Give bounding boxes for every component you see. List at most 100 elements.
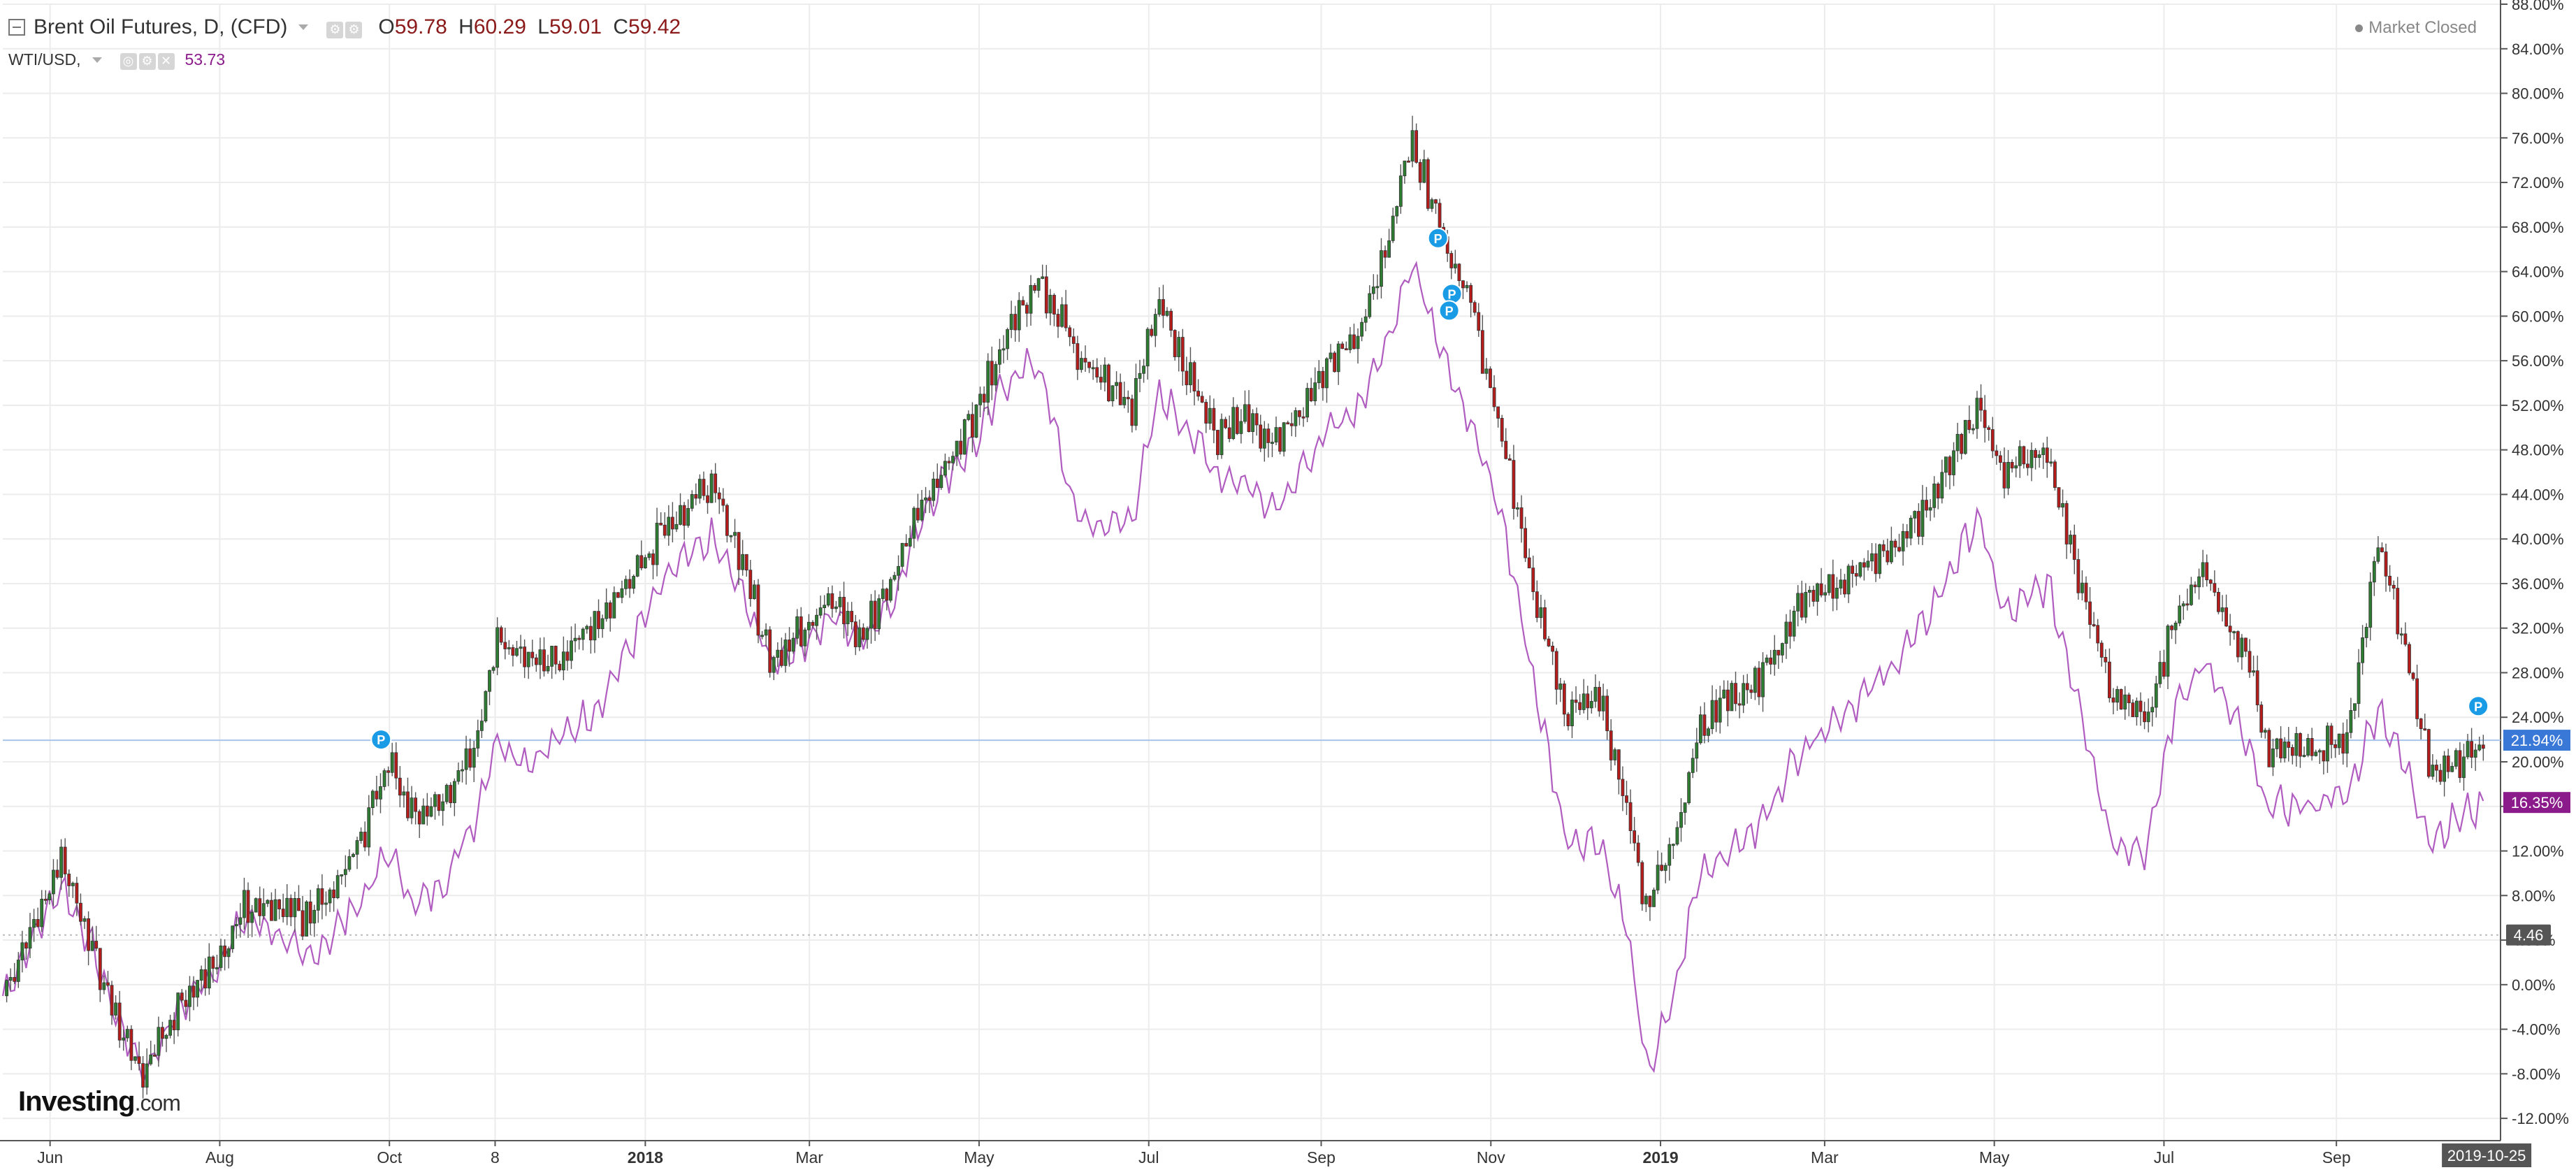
candle-body xyxy=(28,927,32,949)
candle-body xyxy=(659,523,663,526)
candle-body xyxy=(238,917,243,925)
candle-body xyxy=(1784,621,1788,644)
candle-body xyxy=(234,924,238,927)
candle-body xyxy=(1952,450,1955,475)
candle-body xyxy=(1157,299,1162,315)
candle-body xyxy=(1730,683,1734,712)
candle-body xyxy=(324,902,328,905)
candle-body xyxy=(1115,382,1118,387)
candle-body xyxy=(1321,370,1325,389)
candle-body xyxy=(2376,547,2380,562)
x-tick-label: Oct xyxy=(377,1148,402,1167)
candle-body xyxy=(1060,304,1064,327)
candle-body xyxy=(363,832,367,848)
candle-body xyxy=(982,393,986,403)
candle-body xyxy=(643,557,647,568)
candle-body xyxy=(1854,573,1858,577)
candle-body xyxy=(1800,593,1804,618)
candle-body xyxy=(2240,637,2244,658)
candle-body xyxy=(1551,645,1555,652)
candle-body xyxy=(2166,626,2170,677)
main-legend: Brent Oil Futures, D, (CFD) ⚙ ⚙ O59.78 H6… xyxy=(8,15,681,39)
candle-body xyxy=(570,640,573,661)
candle-body xyxy=(924,497,927,500)
market-status-text: Market Closed xyxy=(2368,18,2477,37)
candle-body xyxy=(542,649,546,672)
candle-body xyxy=(1200,396,1204,403)
last-value-label: 21.94% xyxy=(2511,732,2563,749)
candle-body xyxy=(461,769,464,772)
candle-body xyxy=(308,901,312,924)
candle-body xyxy=(2431,765,2435,777)
candle-body xyxy=(803,629,807,647)
candle-body xyxy=(1192,362,1196,391)
candle-body xyxy=(1301,416,1305,419)
collapse-icon[interactable] xyxy=(8,19,25,36)
candle-body xyxy=(850,611,854,623)
candle-body xyxy=(877,598,881,629)
candle-body xyxy=(2081,582,2084,593)
candle-body xyxy=(967,414,971,420)
candle-body xyxy=(1679,811,1683,828)
candle-body xyxy=(1539,607,1543,619)
candle-body xyxy=(293,897,297,918)
candle-body xyxy=(1570,700,1574,727)
candle-body xyxy=(2146,712,2150,723)
candle-body xyxy=(1461,280,1465,289)
candle-body xyxy=(1469,284,1473,303)
candle-body xyxy=(1013,314,1018,331)
candle-body xyxy=(1224,419,1227,428)
candle-body xyxy=(2108,661,2111,698)
candle-body xyxy=(188,985,191,1007)
candle-body xyxy=(1122,396,1127,405)
close-icon[interactable]: ✕ xyxy=(157,52,175,70)
candle-body xyxy=(826,593,830,606)
chevron-down-icon[interactable] xyxy=(92,57,102,63)
candle-body xyxy=(215,967,219,969)
candle-body xyxy=(865,628,869,640)
candle-body xyxy=(1995,450,1999,456)
candle-body xyxy=(1745,683,1749,691)
settings-icon[interactable]: ⚙ xyxy=(138,52,156,70)
candle-body xyxy=(2279,738,2282,758)
candle-body xyxy=(2259,705,2264,733)
candle-body xyxy=(1173,330,1177,357)
candle-body xyxy=(406,791,410,818)
last-value-box xyxy=(2503,792,2570,814)
candle-body xyxy=(172,1020,176,1030)
candle-body xyxy=(129,1029,133,1061)
candle-body xyxy=(682,505,686,526)
candle-body xyxy=(799,616,803,647)
candle-body xyxy=(834,606,838,609)
candle-body xyxy=(916,507,920,521)
candle-body xyxy=(1586,693,1590,709)
candle-body xyxy=(842,597,846,625)
y-tick-label: 84.00% xyxy=(2512,41,2564,58)
candle-body xyxy=(974,404,978,438)
candle-body xyxy=(1831,574,1835,599)
candle-body xyxy=(971,414,974,438)
candle-body xyxy=(1722,689,1726,699)
settings-icon[interactable]: ⚙ xyxy=(345,21,363,38)
candle-body xyxy=(266,900,270,904)
candle-body xyxy=(1126,396,1130,400)
settings-icon[interactable]: ⚙ xyxy=(326,21,344,38)
candle-body xyxy=(1375,286,1380,289)
hide-icon[interactable]: ◎ xyxy=(120,52,137,70)
candle-body xyxy=(1691,758,1695,773)
candle-body xyxy=(2014,465,2018,469)
candle-body xyxy=(75,883,79,904)
chevron-down-icon[interactable] xyxy=(298,24,309,30)
candle-body xyxy=(1025,305,1029,314)
candle-body xyxy=(55,869,59,878)
candle-body xyxy=(2333,744,2337,749)
candle-body xyxy=(2384,551,2388,577)
candle-body xyxy=(624,579,628,589)
candle-body xyxy=(433,794,437,807)
candle-body xyxy=(479,721,484,731)
candle-body xyxy=(2337,733,2341,749)
candle-body xyxy=(301,910,305,937)
candle-body xyxy=(811,621,815,626)
candle-body xyxy=(858,627,862,647)
